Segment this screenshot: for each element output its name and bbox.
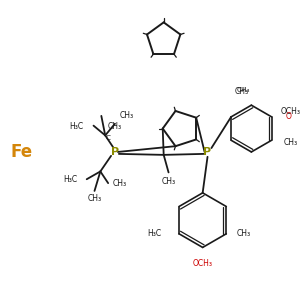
Text: CH₃: CH₃ [161, 177, 176, 186]
Text: CH₃: CH₃ [120, 111, 134, 120]
Text: Fe: Fe [11, 143, 32, 161]
Text: CH₃: CH₃ [113, 178, 127, 188]
Text: CH₃: CH₃ [87, 194, 102, 203]
Text: C: C [106, 135, 111, 141]
Text: H₃C: H₃C [70, 122, 84, 131]
Text: CH₃: CH₃ [237, 87, 250, 93]
Text: CH₃: CH₃ [108, 122, 122, 131]
Text: H₃C: H₃C [63, 175, 77, 184]
Text: CH₃: CH₃ [235, 87, 249, 96]
Text: P: P [203, 147, 211, 157]
Text: O: O [286, 112, 291, 122]
Text: CH₃: CH₃ [283, 138, 297, 147]
Text: OCH₃: OCH₃ [193, 259, 213, 268]
Text: OCH₃: OCH₃ [280, 106, 300, 116]
Text: P: P [111, 147, 119, 157]
Text: CH₃: CH₃ [236, 229, 250, 238]
Text: H₃C: H₃C [148, 229, 162, 238]
